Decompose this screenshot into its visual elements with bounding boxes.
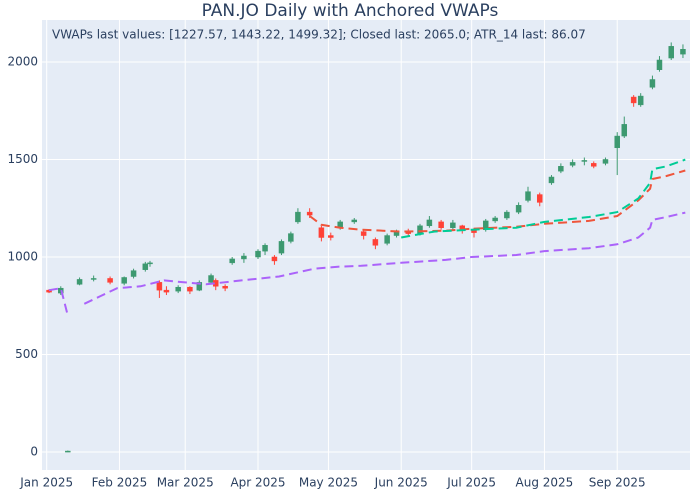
candle-body	[426, 219, 433, 227]
candle-body	[360, 231, 367, 236]
x-tick-label: Feb 2025	[92, 476, 148, 490]
candle-body	[255, 250, 261, 258]
candle-body	[372, 239, 379, 246]
candle-body	[602, 159, 609, 164]
x-tick-label: Apr 2025	[230, 476, 285, 490]
x-tick-label: Jun 2025	[374, 476, 428, 490]
candle-body	[130, 270, 137, 277]
candle-body	[637, 95, 644, 106]
candle-body	[548, 176, 555, 184]
x-tick-label: May 2025	[299, 476, 358, 490]
candle-body	[492, 217, 498, 222]
plot-area	[42, 20, 690, 470]
x-tick-label: Jan 2025	[19, 476, 73, 490]
candle-body	[175, 286, 181, 292]
y-tick-label: 2000	[7, 54, 38, 68]
annotation: VWAPs last values: [1227.57, 1443.22, 14…	[52, 28, 586, 42]
candle-body	[515, 205, 522, 213]
candle-body	[229, 258, 235, 264]
x-tick-label: Jul 2025	[446, 476, 496, 490]
candle-body	[621, 124, 628, 137]
candle-body	[76, 279, 83, 285]
candle-body	[196, 282, 203, 291]
candle-body	[417, 225, 423, 234]
y-tick-label: 1500	[7, 152, 38, 166]
candle-body	[288, 233, 294, 242]
candle-body	[306, 211, 313, 216]
candle-body	[208, 275, 214, 283]
candle-body	[581, 160, 588, 162]
candle-body	[656, 59, 663, 70]
x-tick-label: Sep 2025	[589, 476, 646, 490]
candle-body	[222, 286, 228, 289]
candle-body	[536, 194, 543, 203]
marks	[46, 42, 686, 453]
candle-body	[90, 278, 97, 280]
x-tick-label: Aug 2025	[516, 476, 574, 490]
candle-body	[558, 166, 564, 172]
vwap-line	[401, 158, 686, 239]
y-tick-label: 500	[15, 347, 38, 361]
candle-body	[384, 235, 390, 244]
candle-body	[450, 222, 456, 228]
candle-body	[649, 79, 656, 88]
candle-body	[438, 221, 444, 228]
candle-body	[107, 278, 113, 283]
candle-body	[328, 235, 334, 238]
chart-title: PAN.JO Daily with Anchored VWAPs	[202, 1, 499, 21]
candle-body	[142, 263, 149, 270]
vwap-line	[48, 211, 686, 316]
candle-body	[630, 96, 637, 104]
candle-body	[351, 219, 358, 223]
y-tick-label: 1000	[7, 249, 38, 263]
candle-body	[295, 211, 301, 223]
y-tick-label: 0	[30, 445, 38, 459]
candle-body	[187, 286, 193, 292]
candle-body	[504, 211, 510, 219]
candle-body	[121, 277, 127, 284]
candle-body	[156, 282, 163, 291]
x-tick-label: Mar 2025	[157, 476, 214, 490]
candle-body	[262, 245, 268, 252]
candle-body	[271, 256, 278, 262]
candle-body	[668, 46, 674, 59]
candle-body	[318, 227, 325, 238]
candle-body	[147, 262, 153, 265]
candle-body	[163, 289, 170, 293]
candle-body	[241, 255, 247, 260]
candle-body	[65, 450, 71, 453]
candle-body	[525, 191, 531, 201]
candle-body	[590, 163, 597, 167]
candle-body	[614, 135, 620, 149]
candle-body	[569, 162, 576, 166]
candle-body	[680, 49, 686, 55]
candle-body	[278, 241, 285, 254]
